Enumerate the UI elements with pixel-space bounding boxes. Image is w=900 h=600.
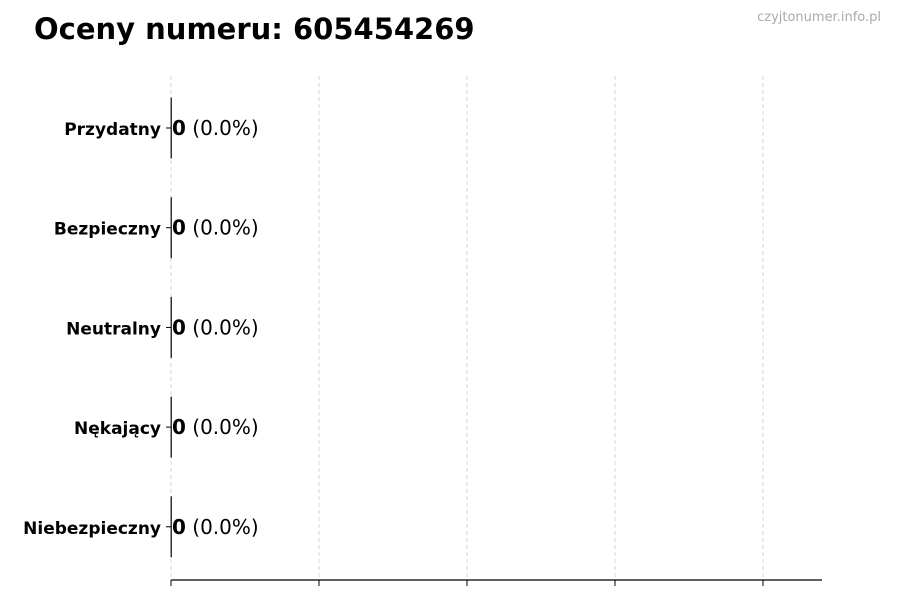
data-label-count: 0 <box>172 415 186 439</box>
category-label: Przydatny <box>64 120 161 140</box>
data-label-percent: (0.0%) <box>186 415 259 439</box>
data-label-percent: (0.0%) <box>186 315 259 339</box>
data-label: 0 (0.0%) <box>172 216 259 240</box>
data-label-count: 0 <box>172 515 186 539</box>
data-label: 0 (0.0%) <box>172 116 259 140</box>
category-label: Bezpieczny <box>54 220 161 240</box>
data-label-percent: (0.0%) <box>186 515 259 539</box>
category-label: Nękający <box>74 419 161 439</box>
chart-title: Oceny numeru: 605454269 <box>34 12 475 46</box>
category-label: Niebezpieczny <box>23 519 161 539</box>
data-label-count: 0 <box>172 116 186 140</box>
data-label-count: 0 <box>172 315 186 339</box>
data-label: 0 (0.0%) <box>172 515 259 539</box>
data-label: 0 (0.0%) <box>172 315 259 339</box>
data-label: 0 (0.0%) <box>172 415 259 439</box>
category-label: Neutralny <box>66 319 161 339</box>
data-label-count: 0 <box>172 216 186 240</box>
data-label-percent: (0.0%) <box>186 116 259 140</box>
data-label-percent: (0.0%) <box>186 216 259 240</box>
watermark: czyjtonumer.info.pl <box>757 10 881 25</box>
